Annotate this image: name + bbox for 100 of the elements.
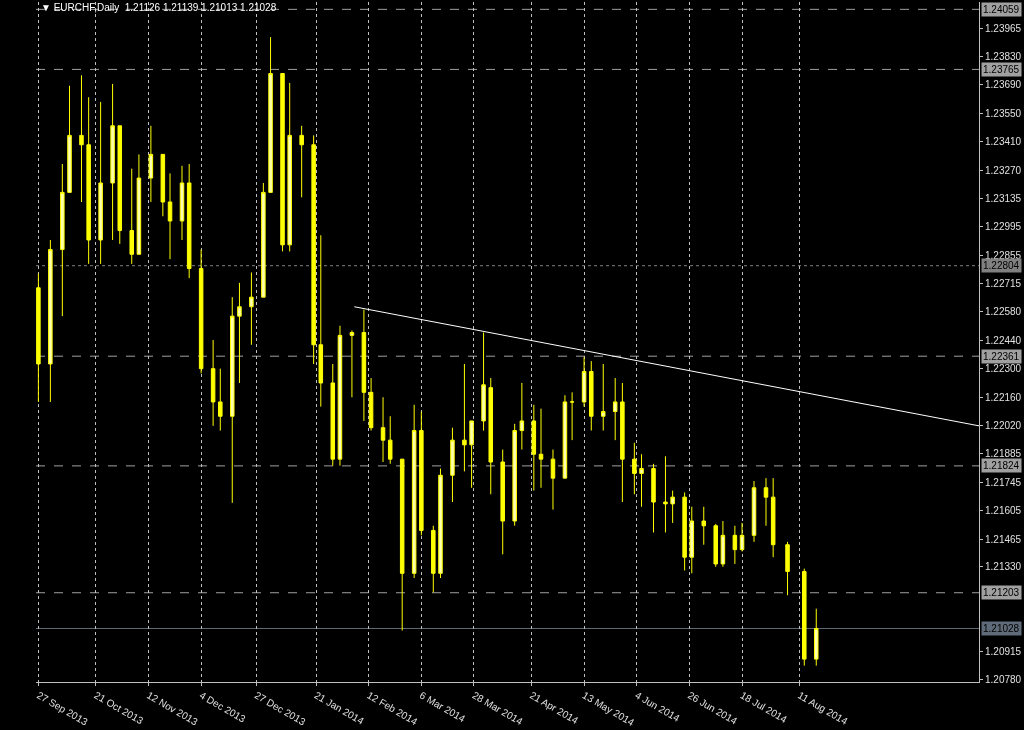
- candlestick: [60, 163, 65, 317]
- y-tick-label: 1.23830: [985, 50, 1022, 62]
- candlestick: [462, 363, 467, 472]
- candlestick: [218, 368, 223, 432]
- candlestick: [330, 363, 336, 467]
- candlestick: [612, 377, 618, 441]
- x-tick-label: 6 Mar 2014: [417, 689, 468, 725]
- candlestick: [249, 271, 254, 346]
- candlestick: [581, 356, 587, 408]
- candlestick: [48, 239, 53, 403]
- candlestick: [36, 272, 41, 403]
- candlestick: [469, 420, 474, 489]
- candlestick: [299, 125, 304, 198]
- candlestick: [431, 525, 436, 593]
- candlestick: [387, 415, 393, 465]
- x-tick-label: 21 Jan 2014: [312, 689, 367, 727]
- candlestick: [651, 463, 656, 533]
- y-tick-label: 1.23965: [985, 23, 1022, 35]
- y-tick-label: 1.21745: [985, 476, 1022, 488]
- candlestick: [663, 455, 668, 533]
- candlestick: [531, 404, 537, 492]
- candlestick: [763, 477, 769, 527]
- x-tick-label: 4 Dec 2013: [197, 689, 248, 725]
- candlestick: [512, 423, 517, 527]
- y-tick-label: 1.23550: [985, 107, 1022, 119]
- candlestick: [361, 309, 367, 422]
- y-tick-label: 1.22855: [985, 249, 1022, 261]
- candlestick: [589, 360, 594, 432]
- y-tick-label: 1.22580: [985, 305, 1022, 317]
- candlestick: [230, 296, 235, 504]
- x-tick-label: 21 Apr 2014: [527, 689, 581, 727]
- candlestick: [639, 453, 644, 508]
- candlestick: [179, 165, 185, 241]
- candlestick: [98, 101, 103, 265]
- candlestick: [280, 72, 285, 252]
- candlestick: [198, 249, 204, 374]
- x-tick-label: 12 Feb 2014: [365, 689, 420, 728]
- candlestick: [167, 172, 173, 260]
- y-tick-label: 1.22995: [985, 221, 1022, 233]
- candlestick: [318, 234, 324, 408]
- ref-line-label: 1.23765: [983, 64, 1020, 75]
- candlestick: [682, 491, 687, 571]
- x-tick-label: 18 Jul 2014: [738, 689, 790, 726]
- candlestick: [419, 411, 424, 536]
- candlestick: [632, 442, 637, 495]
- y-tick-label: 1.21605: [985, 505, 1022, 517]
- ref-line-label: 1.21203: [983, 587, 1020, 598]
- y-tick-label: 1.21465: [985, 533, 1022, 545]
- candlestick: [720, 520, 726, 568]
- candlestick: [210, 339, 216, 427]
- candlestick: [399, 458, 405, 632]
- candlestick: [538, 408, 544, 489]
- candlestick: [620, 382, 625, 503]
- candlestick: [160, 153, 166, 217]
- candlestick: [500, 449, 505, 555]
- candlestick: [713, 523, 718, 568]
- candlestick: [519, 382, 525, 451]
- candlestick: [287, 82, 292, 252]
- candlestick: [148, 125, 154, 203]
- candlestick: [268, 36, 273, 193]
- y-tick-label: 1.23410: [985, 136, 1022, 148]
- candlestick: [261, 182, 266, 298]
- y-tick-label: 1.22440: [985, 334, 1022, 346]
- x-tick-label: 27 Sep 2013: [34, 689, 90, 728]
- y-tick-label: 1.23135: [985, 192, 1022, 204]
- y-tick-label: 1.21330: [985, 561, 1022, 573]
- x-tick-label: 11 Aug 2014: [795, 689, 850, 727]
- y-tick-label: 1.20780: [985, 673, 1022, 685]
- candlestick: [732, 525, 738, 565]
- candlestick: [411, 404, 417, 579]
- candlestick: [117, 125, 123, 245]
- candlestick: [450, 427, 455, 503]
- ref-line-label: 1.22361: [983, 351, 1020, 362]
- candlestick: [349, 329, 355, 398]
- candlestick: [438, 468, 443, 579]
- candlestick: [488, 377, 494, 495]
- y-tick-label: 1.22300: [985, 363, 1022, 375]
- candlestick: [311, 134, 316, 365]
- candlestick: [550, 449, 556, 511]
- candlestick: [802, 568, 807, 667]
- candlestick: [67, 85, 72, 193]
- candlestick: [785, 541, 790, 596]
- ref-line-label: 1.24059: [983, 4, 1020, 15]
- candlestick: [600, 363, 606, 432]
- y-tick-label: 1.22020: [985, 420, 1022, 432]
- candlestick: [380, 396, 386, 463]
- candlestick: [689, 506, 695, 574]
- candlestick: [562, 394, 568, 479]
- candlestick: [481, 332, 486, 432]
- candlestick: [110, 83, 115, 241]
- candlestick: [770, 477, 776, 558]
- candlestick: [368, 377, 374, 432]
- candlestick: [237, 282, 242, 384]
- y-tick-label: 1.23270: [985, 165, 1022, 177]
- chart-title: ▼ EURCHF,Daily 1.21126 1.21139 1.21013 1.21028: [40, 1, 277, 13]
- ref-line-label: 1.21028: [983, 623, 1020, 634]
- x-tick-label: 28 Mar 2014: [470, 689, 525, 728]
- candlestick: [670, 490, 675, 524]
- candlestick: [701, 506, 707, 546]
- candlestick: [79, 74, 84, 203]
